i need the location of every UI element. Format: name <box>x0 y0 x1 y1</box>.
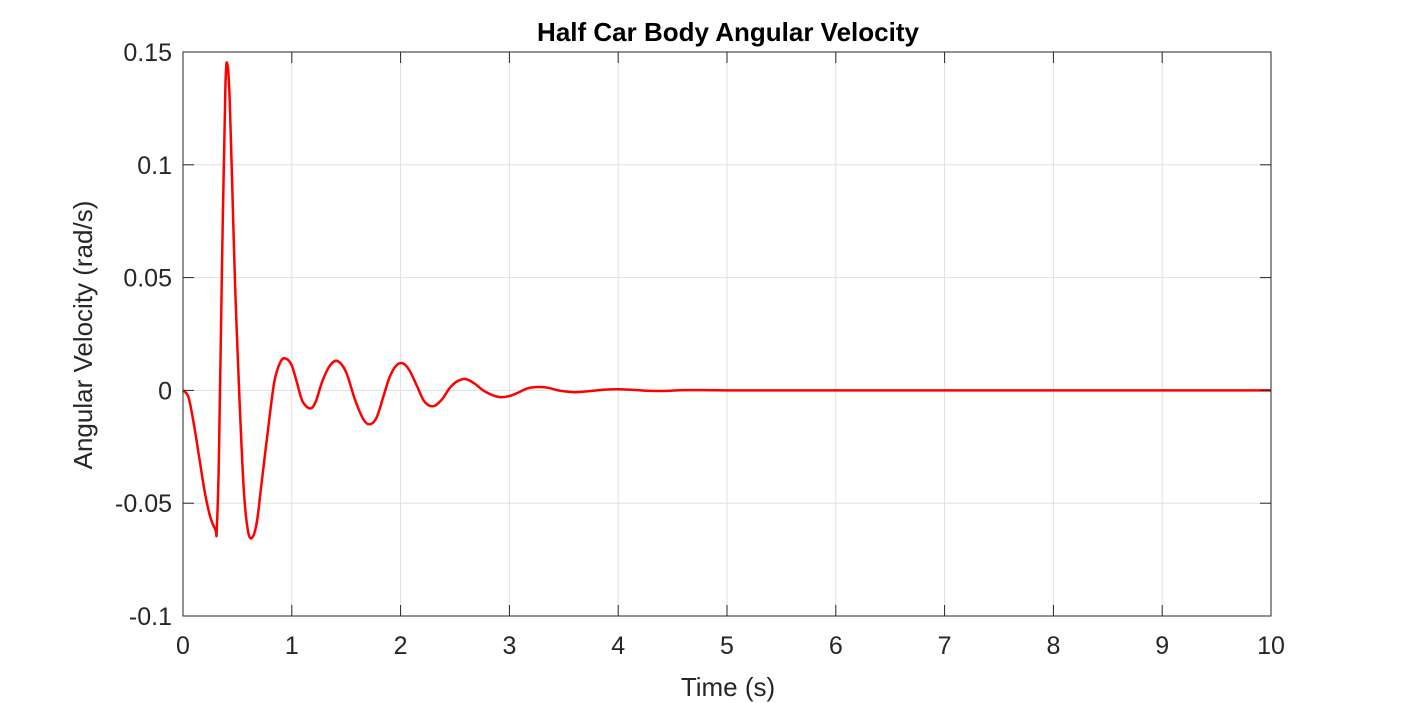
x-tick-label: 3 <box>502 632 516 660</box>
x-tick-label: 0 <box>176 632 190 660</box>
y-tick-label: -0.05 <box>115 490 172 518</box>
series-line <box>182 61 1271 540</box>
grid <box>182 51 1272 617</box>
chart-title: Half Car Body Angular Velocity <box>537 17 919 47</box>
y-axis: -0.1 -0.05 0 0.05 0.1 0.15 <box>115 39 172 631</box>
x-tick-label: 8 <box>1046 632 1060 660</box>
y-tick-label: 0.05 <box>123 265 172 293</box>
x-tick-label: 6 <box>829 632 843 660</box>
x-tick-label: 9 <box>1155 632 1169 660</box>
y-tick-label: 0.1 <box>137 152 172 180</box>
plot-area <box>182 61 1271 540</box>
x-axis: 0 1 2 3 4 5 6 7 8 9 10 <box>176 632 1285 660</box>
y-tick-label: 0.15 <box>123 39 172 67</box>
y-tick-label: -0.1 <box>129 603 172 631</box>
x-tick-label: 7 <box>938 632 952 660</box>
x-tick-label: 10 <box>1257 632 1285 660</box>
x-tick-label: 5 <box>720 632 734 660</box>
y-axis-label: Angular Velocity (rad/s) <box>68 201 98 470</box>
y-tick-label: 0 <box>158 377 172 405</box>
x-axis-label: Time (s) <box>681 672 775 702</box>
tick-marks <box>182 51 1272 617</box>
x-tick-label: 2 <box>394 632 408 660</box>
x-tick-label: 1 <box>285 632 299 660</box>
x-tick-label: 4 <box>611 632 625 660</box>
